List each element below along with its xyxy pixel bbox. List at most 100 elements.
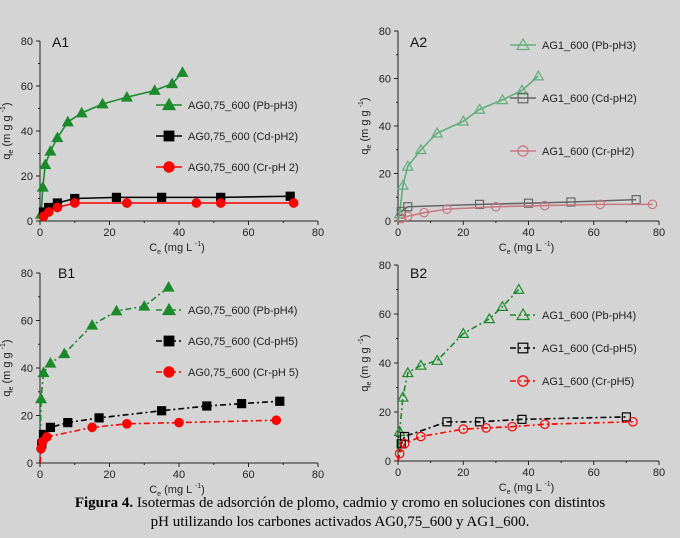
data-point (515, 84, 529, 95)
data-point (157, 406, 167, 416)
y-tick-label: 60 (379, 309, 391, 321)
data-point (523, 198, 534, 208)
legend-marker (515, 37, 531, 51)
data-point (393, 425, 406, 436)
figure-caption: Figura 4. Isotermas de adsorción de plom… (0, 494, 680, 532)
legend-marker (515, 307, 531, 321)
chart-panel-a2: 0 20 40 60 80 0 20 40 60 80 Ce (mg L -1) qe (m g g … (358, 26, 665, 256)
legend-marker (161, 97, 177, 111)
data-point (157, 192, 167, 202)
y-tick-label: 20 (21, 171, 33, 183)
data-point (394, 448, 405, 459)
data-point (236, 399, 247, 409)
y-tick-label: 60 (21, 81, 33, 93)
data-point (166, 77, 179, 89)
x-tick-label: 60 (588, 227, 600, 239)
series-line (397, 421, 633, 462)
caption-line1: Isotermas de adsorción de plomo, cadmio … (133, 495, 606, 511)
series-line (397, 288, 520, 462)
panel-label-a1: A1 (52, 34, 69, 50)
legend-label: AG0,75_600 (Cd-pH5) (188, 336, 298, 348)
y-axis-label: qe (m g g -1) (0, 339, 15, 396)
series-line (397, 416, 627, 462)
series-line (400, 198, 637, 213)
x-tick-label: 80 (312, 227, 324, 239)
caption-line2: pH utilizando los carbones activados AG0… (150, 514, 530, 530)
data-point (96, 97, 109, 109)
legend-label: AG1_600 (Pb-pH3) (542, 40, 636, 52)
x-tick-label: 80 (653, 467, 665, 479)
data-point (148, 84, 161, 95)
series-line (39, 419, 277, 464)
y-tick-label: 20 (21, 411, 33, 423)
legend-label: AG1_600 (Cd-pH2) (542, 93, 637, 105)
series-line (42, 195, 291, 213)
data-point (69, 198, 80, 208)
x-tick-label: 60 (242, 469, 254, 481)
panel-label-a2: A2 (410, 34, 427, 50)
x-tick-label: 60 (588, 467, 600, 479)
legend-label: AG0,75_600 (Cr-pH 2) (188, 162, 299, 174)
data-point (496, 300, 509, 311)
legend-label: AG0,75_600 (Pb-pH3) (188, 100, 297, 112)
data-point (87, 422, 97, 433)
legend-marker (163, 366, 175, 378)
data-point (75, 106, 88, 118)
data-point (43, 207, 54, 217)
legend-marker (517, 92, 529, 104)
data-point (507, 421, 518, 432)
data-point (396, 206, 406, 217)
data-point (271, 415, 282, 426)
data-point (58, 347, 71, 359)
data-point (431, 354, 444, 365)
series-line (400, 203, 653, 220)
x-axis-label: Ce (mg L -1) (149, 241, 205, 256)
legend-label: AG0,75_600 (Cr-pH 5) (188, 367, 299, 379)
y-tick-label: 80 (379, 260, 391, 272)
legend-marker (517, 342, 529, 354)
data-point (120, 91, 133, 102)
y-tick-label: 20 (379, 407, 391, 419)
y-tick-label: 80 (379, 26, 391, 38)
legend-marker (163, 130, 175, 142)
data-point (215, 198, 226, 208)
data-point (396, 179, 409, 190)
y-tick-label: 0 (27, 216, 33, 228)
data-point (595, 199, 606, 210)
y-tick-label: 0 (27, 458, 33, 470)
data-point (474, 199, 485, 209)
data-point (647, 199, 658, 210)
data-point (44, 145, 57, 156)
data-point (419, 207, 429, 218)
series-line (397, 75, 539, 222)
x-tick-label: 40 (522, 227, 534, 239)
data-point (275, 396, 285, 406)
data-point (401, 160, 414, 171)
x-tick-label: 80 (312, 469, 324, 481)
data-point (39, 158, 52, 170)
x-axis-label: Ce (mg L -1) (499, 481, 555, 496)
data-point (110, 304, 123, 316)
data-point (176, 66, 189, 77)
data-point (457, 327, 470, 338)
data-point (415, 431, 426, 442)
y-axis-label: qe (m g g -1) (0, 102, 15, 159)
data-point (122, 198, 132, 208)
series-line (39, 286, 170, 464)
data-point (174, 417, 184, 428)
y-tick-label: 60 (379, 74, 391, 86)
x-axis-label: Ce (mg L -1) (499, 241, 555, 256)
y-tick-label: 80 (21, 268, 33, 280)
series-line (42, 202, 294, 218)
y-tick-label: 40 (379, 358, 391, 370)
data-point (414, 143, 427, 155)
x-tick-label: 60 (242, 227, 254, 239)
data-point (532, 69, 545, 81)
data-point (401, 366, 414, 378)
data-point (288, 198, 299, 208)
panel-label-b2: B2 (410, 265, 427, 281)
caption-label: Figura 4. (74, 495, 134, 511)
data-point (44, 357, 57, 368)
data-point (457, 115, 470, 126)
